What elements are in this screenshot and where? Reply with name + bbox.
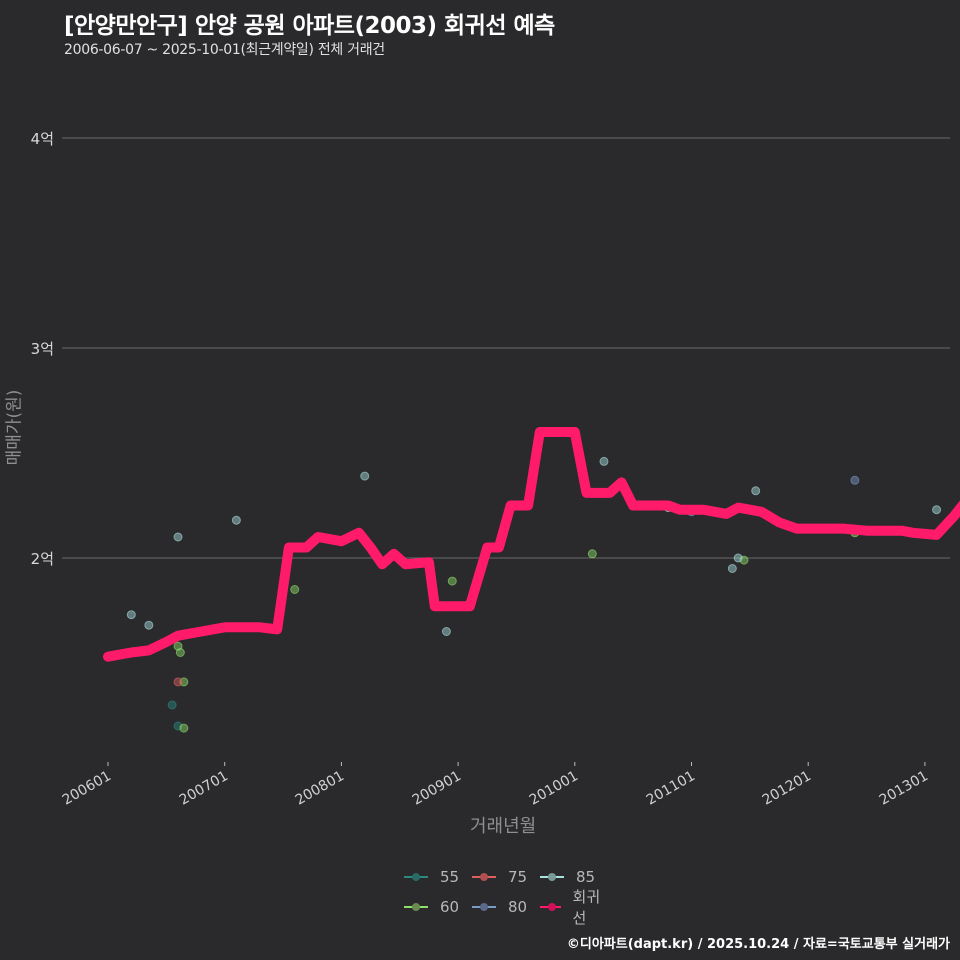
- legend-label: 회귀선: [572, 888, 601, 927]
- scatter-points: [126, 456, 942, 733]
- data-point-60: [447, 576, 457, 586]
- data-point-85: [126, 610, 136, 620]
- y-tick-label: 3억: [30, 340, 54, 358]
- data-point-60: [179, 723, 189, 733]
- data-point-85: [360, 471, 370, 481]
- legend-key-55-icon: [404, 866, 428, 888]
- data-point-85: [932, 505, 942, 515]
- regression-line: [103, 427, 960, 662]
- legend: 55 75 85 60 80 회귀선: [404, 866, 608, 927]
- x-axis-label: 거래년월: [470, 816, 537, 837]
- legend-item-60: 60: [404, 896, 472, 918]
- legend-label: 75: [508, 868, 528, 886]
- data-point-60: [587, 549, 597, 559]
- legend-label: 55: [440, 868, 460, 886]
- data-point-85: [231, 515, 241, 525]
- legend-item-regression: 회귀선: [540, 888, 608, 927]
- data-point-85: [751, 486, 761, 496]
- data-point-85: [727, 564, 737, 573]
- data-point-55: [167, 700, 177, 710]
- chart-title: [안양만안구] 안양 공원 아파트(2003) 회귀선 예측: [64, 13, 555, 39]
- data-point-60: [290, 585, 300, 594]
- legend-item-75: 75: [472, 866, 540, 888]
- legend-item-85: 85: [540, 866, 608, 888]
- data-point-85: [144, 620, 154, 630]
- data-point-85: [441, 627, 451, 636]
- gridlines: [62, 137, 950, 559]
- x-axis-ticks: [107, 762, 926, 766]
- legend-key-regression-icon: [540, 896, 561, 918]
- legend-key-80-icon: [472, 896, 496, 918]
- legend-item-55: 55: [404, 866, 472, 888]
- y-tick-label: 2억: [30, 550, 54, 568]
- data-point-85: [733, 553, 743, 563]
- legend-label: 60: [440, 898, 460, 916]
- y-tick-label: 4억: [30, 130, 54, 148]
- legend-key-75-icon: [472, 866, 496, 888]
- chart-subtitle: 2006-06-07 ~ 2025-10-01(최근계약일) 전체 거래건: [64, 42, 385, 58]
- legend-key-60-icon: [404, 896, 428, 918]
- regression-segment: [103, 427, 960, 662]
- data-point-60: [175, 648, 185, 657]
- legend-label: 85: [576, 868, 596, 886]
- legend-key-85-icon: [540, 866, 564, 888]
- y-axis-label: 매매가(원): [4, 389, 25, 466]
- footer-credit: ©디아파트(dapt.kr) / 2025.10.24 / 자료=국토교통부 실…: [566, 937, 950, 952]
- data-point-75: [173, 677, 183, 687]
- data-point-85: [173, 532, 183, 542]
- data-point-80: [850, 475, 860, 485]
- legend-item-80: 80: [472, 896, 540, 918]
- legend-label: 80: [508, 898, 528, 916]
- data-point-85: [599, 456, 609, 466]
